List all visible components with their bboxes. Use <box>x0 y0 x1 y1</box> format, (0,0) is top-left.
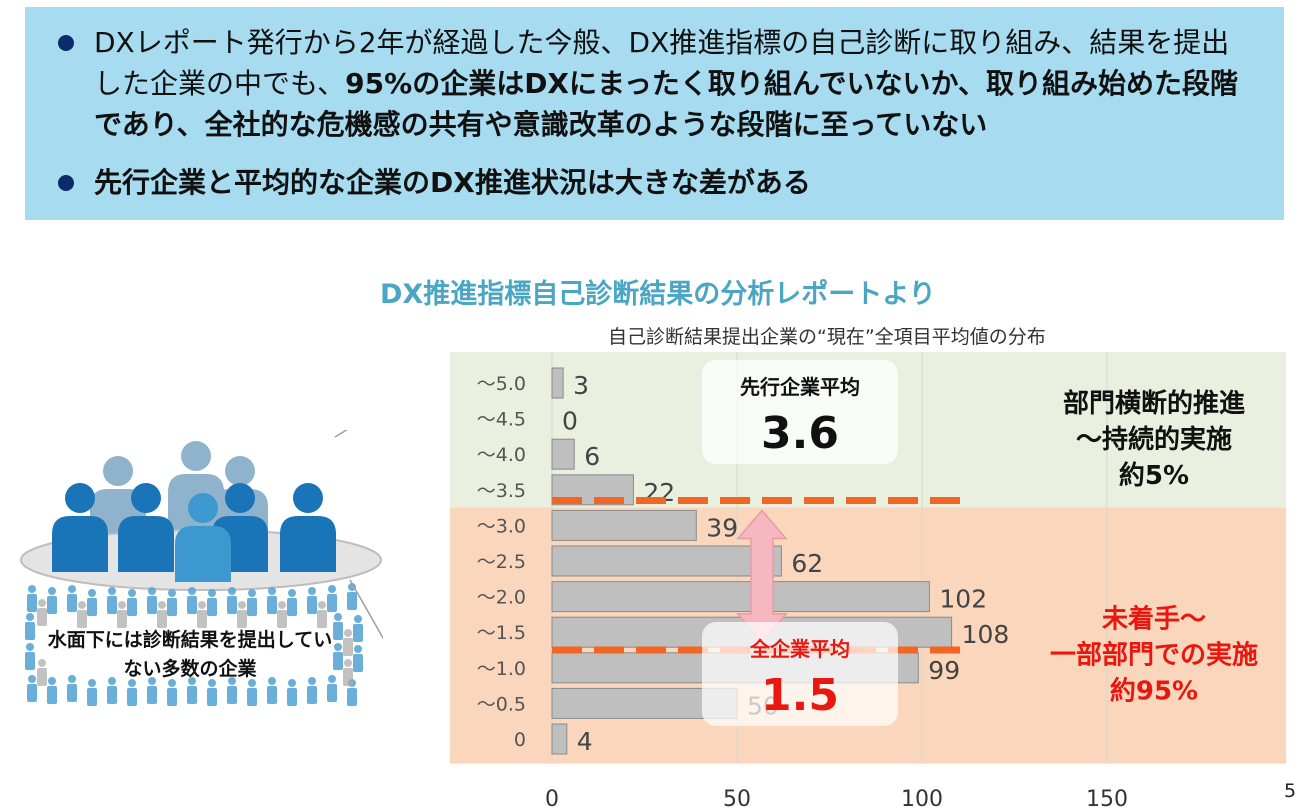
zone-label-line: 約95% <box>1110 675 1198 706</box>
x-tick-label: 0 <box>545 787 559 810</box>
bullet-1-text: DXレポート発行から2年が経過した今般、DX推進指標の自己診断に取り組み、結果を… <box>94 22 1248 145</box>
category-label: 〜0.5 <box>477 693 526 715</box>
page-number: 5 <box>1284 780 1297 802</box>
value-label: 62 <box>791 549 823 578</box>
bullet-1: DXレポート発行から2年が経過した今般、DX推進指標の自己診断に取り組み、結果を… <box>58 22 1248 145</box>
distribution-bar-chart: 〜5.0 〜4.5 〜4.0 〜3.5 〜3.0 〜2.5 〜2.0 〜1.5 〜1.0 〜0.5… <box>450 352 1286 810</box>
value-label: 0 <box>562 407 578 436</box>
average-title: 全企業平均 <box>749 637 850 661</box>
bullet-2: 先行企業と平均的な企業のDX推進状況は大きな差がある <box>58 162 1248 203</box>
value-label: 3 <box>573 371 589 400</box>
bullet-1-bold: 95%の企業はDXにまったく取り組んでいないか、取り組み始めた段階であり、全社的… <box>94 67 1238 141</box>
category-label: 〜4.5 <box>477 409 526 431</box>
summary-banner <box>25 7 1284 220</box>
bullet-1-normal: DXレポート発行から2年が経過した今般、DX推進指標の自己診断に取り組み、結果を… <box>94 26 1230 100</box>
bar <box>551 545 782 577</box>
value-label: 108 <box>962 620 1010 649</box>
average-callout-box <box>702 622 898 726</box>
category-label: 〜4.0 <box>477 444 526 466</box>
average-value: 1.5 <box>761 670 839 721</box>
average-value: 3.6 <box>761 408 839 459</box>
people-iceberg-illustration <box>20 430 383 706</box>
bullet-2-text: 先行企業と平均的な企業のDX推進状況は大きな差がある <box>94 166 811 199</box>
category-label: 〜2.0 <box>477 587 526 609</box>
value-label: 39 <box>706 513 738 542</box>
value-label: 6 <box>584 442 600 471</box>
section-title: DX推進指標自己診断結果の分析レポートより <box>380 279 936 310</box>
bar <box>551 509 697 541</box>
average-callout-box <box>702 360 898 464</box>
bullet-dot-icon <box>58 175 74 191</box>
value-label: 102 <box>939 585 987 614</box>
x-tick-label: 100 <box>901 787 943 810</box>
category-label: 〜1.5 <box>477 622 526 644</box>
category-label: 〜2.5 <box>477 551 526 573</box>
bar <box>551 438 575 470</box>
zone-label-line: 部門横断的推進 <box>1063 388 1245 419</box>
average-title: 先行企業平均 <box>740 375 860 399</box>
category-label: 〜5.0 <box>477 373 526 395</box>
category-label: 0 <box>514 729 526 751</box>
bar <box>551 581 930 613</box>
bullet-dot-icon <box>58 35 74 51</box>
chart-caption: 自己診断結果提出企業の“現在”全項目平均値の分布 <box>608 326 1046 348</box>
bar <box>551 367 564 399</box>
zone-label-line: 一部部門での実施 <box>1050 639 1258 670</box>
x-tick-label: 50 <box>723 787 751 810</box>
x-tick-label: 150 <box>1086 787 1128 810</box>
zone-label-line: 約5% <box>1119 460 1189 491</box>
zone-label-line: 未着手〜 <box>1102 603 1206 634</box>
underwater-companies-text: 水面下には診断結果を提出していない多数の企業 <box>47 629 333 680</box>
category-label: 〜1.0 <box>477 658 526 680</box>
zone-label-line: 〜持続的実施 <box>1076 424 1232 455</box>
category-label: 〜3.0 <box>477 515 526 537</box>
value-label: 99 <box>928 656 960 685</box>
bar <box>551 723 568 755</box>
value-label: 4 <box>577 727 593 756</box>
category-label: 〜3.5 <box>477 480 526 502</box>
